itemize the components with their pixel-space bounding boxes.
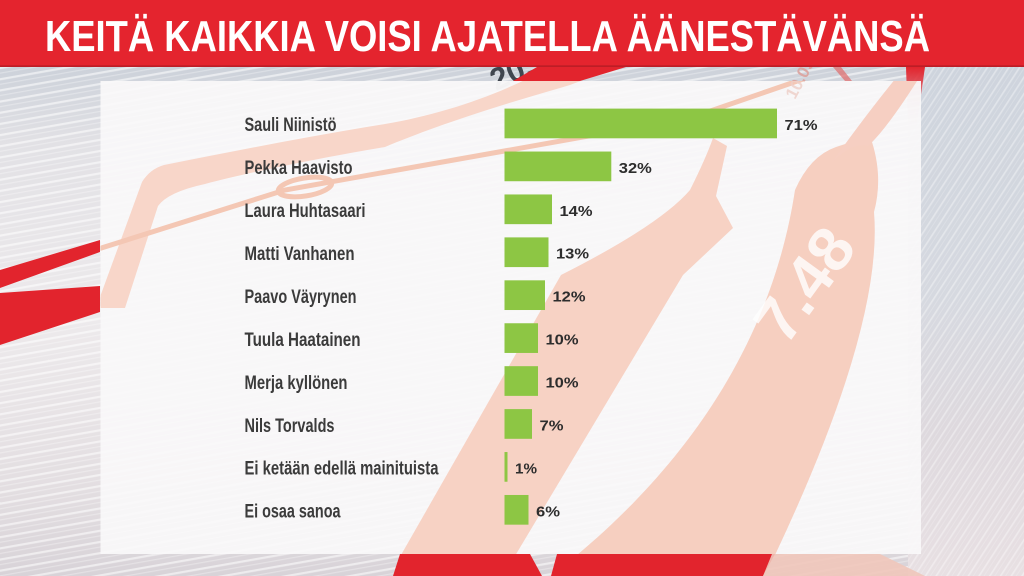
svg-text:1%: 1% bbox=[515, 460, 537, 477]
svg-text:Matti Vanhanen: Matti Vanhanen bbox=[245, 244, 355, 265]
svg-text:7%: 7% bbox=[540, 418, 564, 435]
svg-text:71%: 71% bbox=[785, 117, 818, 134]
svg-text:32%: 32% bbox=[619, 160, 652, 177]
svg-text:Paavo Väyrynen: Paavo Väyrynen bbox=[245, 287, 357, 308]
svg-text:Pekka Haavisto: Pekka Haavisto bbox=[245, 158, 353, 179]
svg-text:10%: 10% bbox=[546, 375, 579, 392]
svg-text:10%: 10% bbox=[546, 332, 579, 349]
svg-text:14%: 14% bbox=[560, 203, 593, 220]
svg-text:Nils Torvalds: Nils Torvalds bbox=[245, 416, 335, 437]
svg-text:Ei ketään edellä mainituista: Ei ketään edellä mainituista bbox=[245, 459, 439, 480]
svg-text:Ei osaa sanoa: Ei osaa sanoa bbox=[245, 502, 341, 523]
svg-text:Sauli Niinistö: Sauli Niinistö bbox=[245, 115, 337, 136]
svg-text:12%: 12% bbox=[553, 289, 586, 306]
svg-text:Merja kyllönen: Merja kyllönen bbox=[245, 373, 348, 394]
svg-text:KEITÄ KAIKKIA VOISI AJATELLA Ä: KEITÄ KAIKKIA VOISI AJATELLA ÄÄNESTÄVÄNS… bbox=[45, 12, 930, 61]
svg-text:Tuula Haatainen: Tuula Haatainen bbox=[245, 330, 361, 351]
svg-text:6%: 6% bbox=[536, 503, 560, 520]
svg-text:Laura Huhtasaari: Laura Huhtasaari bbox=[245, 201, 366, 222]
svg-text:13%: 13% bbox=[556, 246, 589, 263]
